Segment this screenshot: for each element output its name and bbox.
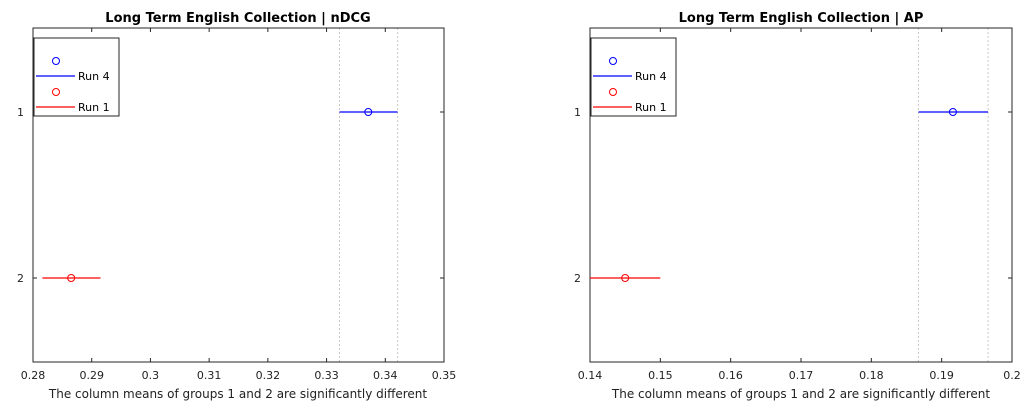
ap-panel: Long Term English Collection | AP The co… bbox=[574, 11, 1021, 401]
ap-legend-run-1-label: Run 1 bbox=[635, 101, 667, 114]
ap-legend-run-4-marker bbox=[609, 57, 617, 65]
ndcg-x-tick-label: 0.3 bbox=[142, 369, 160, 382]
ap-legend-run-4-label: Run 4 bbox=[635, 70, 667, 83]
ndcg-legend-box bbox=[33, 37, 120, 117]
ndcg-run-1-mean-marker bbox=[67, 274, 76, 282]
ap-x-tick-label: 0.14 bbox=[578, 369, 603, 382]
ap-run-1-mean-marker bbox=[621, 274, 630, 282]
ndcg-axes-box bbox=[32, 27, 445, 363]
ndcg-x-tick-label: 0.32 bbox=[256, 369, 281, 382]
ndcg-title: Long Term English Collection | nDCG bbox=[105, 11, 370, 26]
ndcg-x-tick-label: 0.35 bbox=[432, 369, 457, 382]
ap-title: Long Term English Collection | AP bbox=[679, 11, 924, 26]
ap-x-axis-label: The column means of groups 1 and 2 are s… bbox=[611, 387, 991, 401]
ndcg-x-tick-label: 0.28 bbox=[21, 369, 46, 382]
ndcg-run-4-mean-marker bbox=[364, 108, 373, 116]
ndcg-y-tick-label: 2 bbox=[17, 272, 24, 285]
ap-run-4-mean-marker bbox=[948, 108, 957, 116]
ndcg-legend-run-4-marker bbox=[52, 57, 60, 65]
ndcg-legend-run-1-label: Run 1 bbox=[78, 101, 110, 114]
ap-x-tick-label: 0.19 bbox=[929, 369, 954, 382]
ndcg-y-tick-label: 1 bbox=[17, 106, 24, 119]
ndcg-x-tick-label: 0.34 bbox=[373, 369, 398, 382]
ndcg-x-axis-label: The column means of groups 1 and 2 are s… bbox=[48, 387, 428, 401]
ndcg-x-tick-label: 0.29 bbox=[79, 369, 104, 382]
ap-x-tick-label: 0.15 bbox=[648, 369, 673, 382]
ndcg-x-tick-label: 0.33 bbox=[314, 369, 339, 382]
ap-x-tick-label: 0.18 bbox=[859, 369, 884, 382]
ap-x-tick-label: 0.16 bbox=[718, 369, 743, 382]
ap-y-tick-label: 1 bbox=[574, 106, 581, 119]
ap-x-tick-label: 0.17 bbox=[789, 369, 814, 382]
ap-y-tick-label: 2 bbox=[574, 272, 581, 285]
ap-legend-run-1-marker bbox=[609, 88, 617, 96]
ap-x-tick-label: 0.2 bbox=[1003, 369, 1021, 382]
ndcg-legend-run-4-label: Run 4 bbox=[78, 70, 110, 83]
ndcg-legend-run-1-marker bbox=[52, 88, 60, 96]
ndcg-panel: Long Term English Collection | nDCG The … bbox=[17, 11, 456, 401]
ap-legend-box bbox=[590, 37, 677, 117]
ndcg-x-tick-label: 0.31 bbox=[197, 369, 222, 382]
